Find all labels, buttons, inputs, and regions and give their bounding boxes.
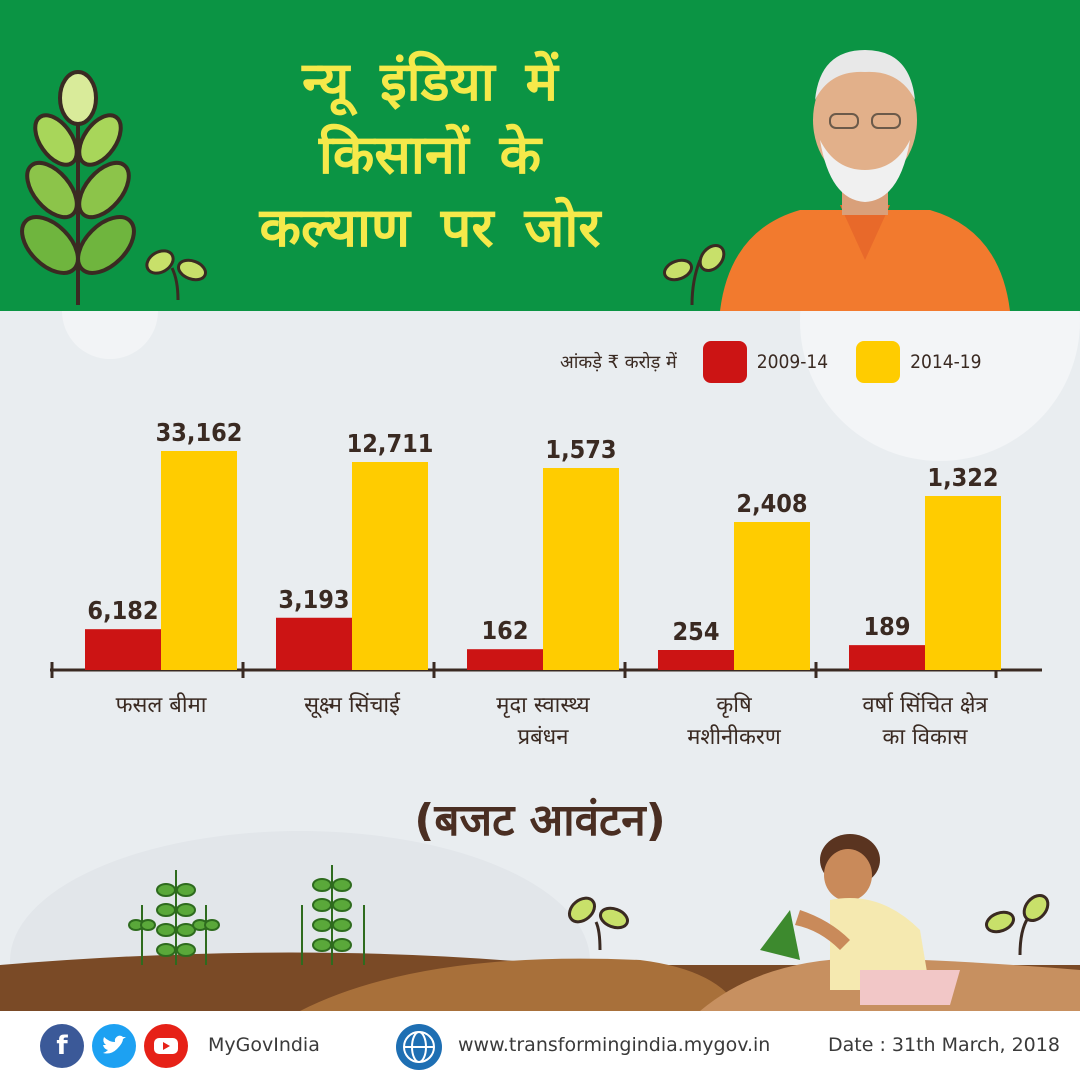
data-label: 33,162 [156,418,243,447]
sprout-icon [145,249,208,301]
category-label: वर्षा सिंचित क्षेत्र [862,692,988,718]
legend-label-2009-14: 2009-14 [756,351,829,373]
data-label: 1,322 [927,463,998,492]
legend-swatch-2009-14 [702,341,747,383]
sprout-icon [984,893,1050,956]
chart-legend: आंकड़े ₹ करोड़ में 2009-14 2014-19 [560,340,1010,384]
category-label: मशीनीकरण [687,724,782,750]
bar-2014-19 [161,451,237,670]
category-label: सूक्ष्म सिंचाई [304,692,401,719]
title-line: न्यू इंडिया में [302,50,558,113]
crop-plant-icon [128,870,220,965]
category-label: कृषि [716,692,753,718]
bar-2014-19 [352,462,428,670]
data-label: 162 [482,616,529,645]
farmer-illustration [760,834,960,1005]
unit-note: आंकड़े ₹ करोड़ में [560,352,677,373]
title-line: कल्याण पर जोर [259,196,601,259]
twitter-icon[interactable] [92,1024,136,1068]
wheat-plant-icon [20,70,136,305]
category-label: प्रबंधन [518,725,570,750]
header-banner: न्यू इंडिया में किसानों के कल्याण पर जोर [0,0,1080,311]
legend-label-2014-19: 2014-19 [910,351,982,373]
sprout-icon [662,243,726,306]
date-text: Date : 31th March, 2018 [828,1034,1060,1056]
youtube-icon[interactable] [144,1024,188,1068]
person-portrait [720,50,1010,311]
crop-plant-icon [301,865,365,965]
bar-2014-19 [543,468,619,670]
page-title: न्यू इंडिया में किसानों के कल्याण पर जोर [190,45,670,264]
bar-2009-14 [849,645,925,670]
category-label: फसल बीमा [116,692,207,718]
bar-2014-19 [734,522,810,670]
data-label: 1,573 [545,435,616,464]
bar-2009-14 [276,617,352,670]
category-label: का विकास [883,724,969,750]
header-decoration [20,70,726,306]
data-label: 189 [864,612,911,641]
social-handle[interactable]: MyGovIndia [208,1034,320,1056]
facebook-icon[interactable]: f [40,1024,84,1068]
legend-swatch-2014-19 [856,341,901,383]
ground-illustration [0,834,1080,1011]
sprout-icon [567,896,630,951]
bar-2009-14 [467,649,543,670]
data-label: 2,408 [736,489,807,518]
data-label: 6,182 [87,596,158,625]
data-label: 254 [673,617,720,646]
data-label: 12,711 [347,429,434,458]
website-link[interactable]: www.transformingindia.mygov.in [458,1034,771,1056]
bar-2014-19 [925,496,1001,670]
bar-2009-14 [85,629,161,670]
category-label: मृदा स्वास्थ्य [496,693,591,718]
chart-subtitle: (बजट आवंटन) [414,795,666,846]
data-label: 3,193 [278,585,349,614]
globe-icon [396,1024,442,1070]
bar-2009-14 [658,650,734,670]
title-line: किसानों के [318,123,542,186]
